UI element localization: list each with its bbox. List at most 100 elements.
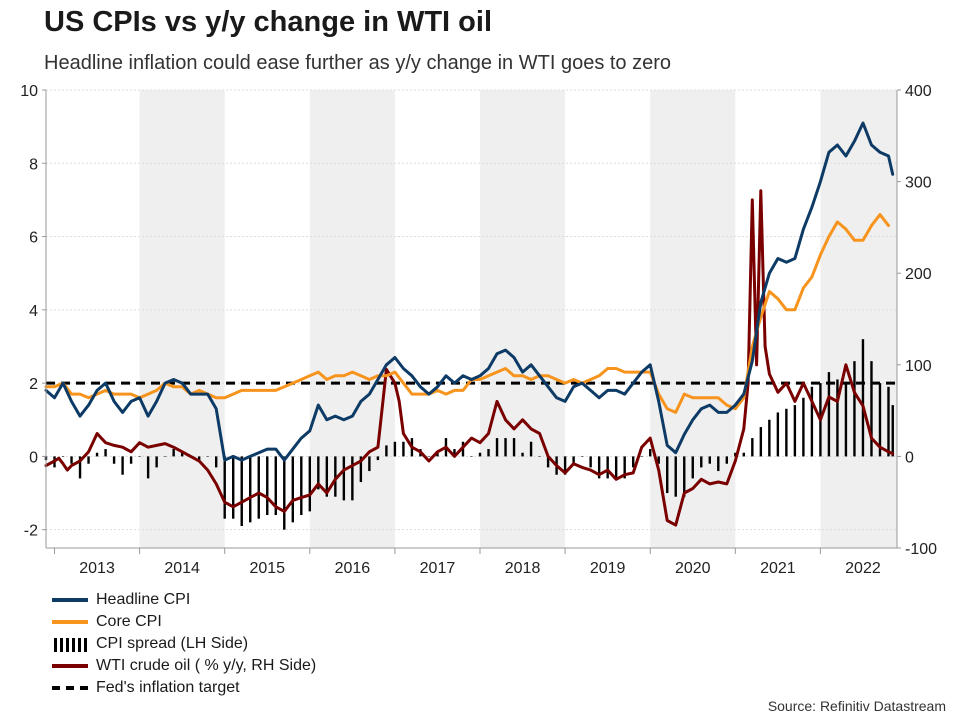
spread-bar — [606, 456, 609, 479]
spread-bar — [61, 456, 65, 457]
x-tick-label: 2015 — [249, 560, 285, 577]
right-tick-label: 300 — [905, 175, 932, 192]
spread-bar — [351, 456, 354, 501]
spread-bar — [810, 386, 814, 457]
spread-bar — [138, 456, 141, 457]
spread-bar — [359, 456, 363, 483]
x-tick-label: 2022 — [845, 560, 881, 577]
spread-bar — [891, 405, 894, 457]
spread-bar — [827, 372, 831, 457]
right-tick-label: -100 — [905, 541, 937, 558]
legend-swatch-core — [52, 616, 88, 628]
legend-swatch-wti — [52, 660, 88, 672]
spread-bar — [197, 456, 201, 461]
left-tick-label: 2 — [29, 376, 38, 393]
legend-swatch-target — [52, 682, 88, 694]
legend-item-cpi-spread: CPI spread (LH Side) — [52, 633, 316, 655]
spread-bar — [172, 449, 175, 457]
spread-bar — [563, 456, 567, 475]
left-tick-label: 6 — [29, 230, 38, 247]
x-tick-label: 2021 — [760, 560, 796, 577]
left-tick-label: 4 — [29, 303, 38, 320]
spread-bar — [614, 456, 618, 479]
spread-bar — [436, 452, 439, 457]
spread-bar — [163, 456, 167, 457]
spread-bar — [768, 419, 771, 457]
spread-bar — [453, 449, 456, 457]
spread-bar — [887, 386, 890, 457]
spread-bar — [223, 456, 226, 519]
x-tick-label: 2013 — [79, 560, 115, 577]
spread-bar — [853, 361, 856, 457]
spread-bar — [802, 397, 805, 457]
spread-bar — [751, 438, 754, 457]
spread-bar — [478, 452, 482, 457]
spread-bar — [274, 456, 277, 516]
spread-bar — [325, 456, 329, 497]
spread-bar — [623, 456, 626, 479]
left-tick-label: -2 — [24, 523, 38, 540]
spread-bar — [291, 456, 294, 523]
wti-line — [44, 189, 895, 527]
spread-bar — [640, 456, 643, 457]
spread-bar — [572, 456, 575, 464]
spread-bar — [129, 456, 133, 464]
spread-bar — [215, 456, 218, 468]
legend-label: Core CPI — [96, 613, 162, 630]
spread-bar — [649, 449, 652, 457]
spread-bar — [836, 379, 839, 457]
spread-bar — [512, 438, 516, 457]
x-tick-label: 2016 — [335, 560, 371, 577]
spread-bar — [666, 456, 669, 494]
spread-bar — [495, 438, 499, 457]
spread-bar — [725, 456, 728, 464]
spread-bar — [734, 452, 737, 457]
legend-label: Fed's inflation target — [96, 679, 240, 696]
spread-bar — [691, 456, 694, 479]
spread-bar — [95, 452, 99, 457]
spread-bar — [121, 456, 124, 475]
spread-bar — [232, 456, 235, 519]
spread-bar — [78, 456, 82, 479]
legend-item-core-cpi: Core CPI — [52, 611, 316, 633]
shaded-band-2014 — [139, 90, 225, 548]
legend-label: CPI spread (LH Side) — [96, 635, 249, 652]
x-tick-label: 2014 — [164, 560, 200, 577]
spread-bar — [878, 383, 882, 457]
spread-bar — [206, 456, 209, 457]
spread-bar — [521, 452, 524, 457]
spread-bar — [240, 456, 243, 527]
spread-bar — [112, 456, 116, 464]
shaded-band-2020 — [650, 90, 736, 548]
spread-bar — [597, 456, 601, 479]
spread-bar — [717, 456, 720, 472]
spread-bar — [700, 456, 703, 468]
legend-item-wti: WTI crude oil ( % y/y, RH Side) — [52, 655, 316, 677]
spread-bar — [283, 456, 286, 530]
spread-bar — [470, 456, 473, 457]
x-tick-label: 2017 — [420, 560, 456, 577]
source-note: Source: Refinitiv Datastream — [767, 698, 946, 714]
spread-bar — [487, 449, 490, 457]
spread-bar — [589, 456, 592, 468]
spread-bar — [793, 405, 797, 457]
chart-title: US CPIs vs y/y change in WTI oil — [44, 6, 492, 38]
legend-label: WTI crude oil ( % y/y, RH Side) — [96, 657, 317, 674]
spread-bar — [844, 383, 848, 457]
spread-bar — [257, 456, 260, 519]
spread-bar — [785, 408, 788, 457]
spread-bar — [674, 456, 677, 497]
spread-bar — [376, 456, 380, 461]
spread-bar — [317, 456, 320, 490]
chart-subtitle: Headline inflation could ease further as… — [44, 52, 672, 74]
spread-bar — [759, 427, 763, 457]
spread-bar — [368, 456, 371, 472]
spread-bar — [870, 361, 873, 457]
spread-bar — [266, 456, 269, 516]
spread-bar — [657, 456, 660, 464]
shaded-band-2018 — [480, 90, 566, 548]
legend-swatch-headline — [52, 594, 88, 606]
spread-bar — [776, 412, 780, 457]
spread-bar — [538, 456, 541, 457]
